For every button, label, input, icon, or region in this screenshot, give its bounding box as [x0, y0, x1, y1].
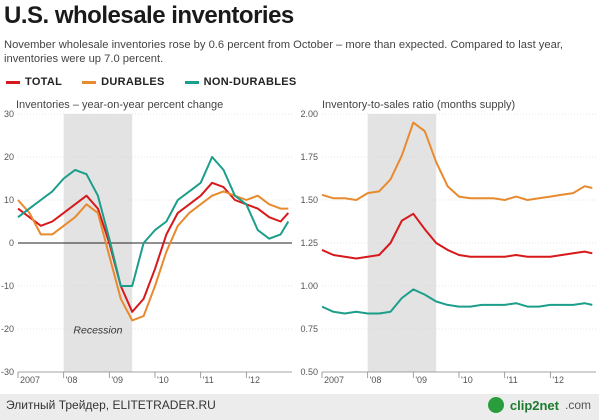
x-tick-label: '12: [552, 375, 564, 385]
legend-label: TOTAL: [25, 76, 63, 88]
clip2net-icon: [487, 397, 504, 413]
recession-label: Recession: [73, 324, 122, 336]
clip2net-logo: clip2net .com: [487, 397, 591, 413]
page-title: U.S. wholesale inventories: [4, 2, 294, 29]
watermark-footer: Элитный Трейдер, ELITETRADER.RU clip2net…: [0, 394, 599, 420]
legend-swatch: [184, 80, 199, 84]
x-tick-label: '11: [203, 375, 214, 385]
x-tick-label: 2007: [20, 375, 40, 385]
watermark-text: Элитный Трейдер, ELITETRADER.RU: [6, 398, 216, 412]
y-tick-label: 0.50: [300, 367, 318, 377]
legend-label: NON-DURABLES: [203, 76, 297, 88]
legend-item-non-durables: NON-DURABLES: [184, 76, 297, 88]
x-tick-label: '08: [370, 375, 382, 385]
y-tick-label: 1.50: [300, 195, 318, 205]
yoy-chart: Inventories – year-on-year percent chang…: [1, 99, 292, 385]
y-tick-label: 20: [4, 152, 14, 162]
y-tick-label: -10: [1, 281, 14, 291]
y-tick-label: 0.75: [300, 324, 318, 334]
x-tick-label: '08: [66, 375, 78, 385]
brand-suffix: .com: [564, 398, 591, 412]
y-tick-label: 10: [4, 195, 14, 205]
y-tick-label: 1.75: [300, 152, 318, 162]
x-tick-label: '10: [461, 375, 473, 385]
chart-subtitle: November wholesale inventories rose by 0…: [4, 39, 564, 65]
y-tick-label: 1.25: [300, 238, 318, 248]
series-line-total: [321, 212, 593, 260]
series-line-non-durables: [321, 288, 593, 315]
legend: TOTAL DURABLES NON-DURABLES: [6, 76, 297, 88]
y-tick-label: 2.00: [300, 109, 318, 119]
y-tick-label: -20: [1, 324, 14, 334]
x-tick-label: '11: [507, 375, 518, 385]
series-line-non-durables: [17, 156, 290, 287]
chart-title: Inventories – year-on-year percent chang…: [16, 99, 223, 111]
y-tick-label: -30: [1, 367, 14, 377]
legend-item-total: TOTAL: [6, 76, 62, 88]
y-tick-label: 1.00: [300, 281, 318, 291]
chart-title: Inventory-to-sales ratio (months supply): [322, 99, 515, 111]
x-tick-label: 2007: [324, 375, 344, 385]
x-tick-label: '10: [157, 375, 169, 385]
series-line-durables: [321, 121, 593, 201]
ratio-chart: Inventory-to-sales ratio (months supply)…: [300, 99, 596, 385]
legend-label: DURABLES: [101, 76, 165, 88]
x-tick-label: '09: [415, 375, 427, 385]
y-tick-label: 30: [4, 109, 14, 119]
series-line-durables: [17, 190, 289, 322]
x-tick-label: '12: [248, 375, 260, 385]
legend-swatch: [82, 80, 97, 84]
legend-item-durables: DURABLES: [82, 76, 165, 88]
y-tick-label: 0: [9, 238, 14, 248]
x-tick-label: '09: [111, 375, 123, 385]
legend-swatch: [6, 80, 20, 84]
brand-text: clip2net: [509, 397, 559, 413]
